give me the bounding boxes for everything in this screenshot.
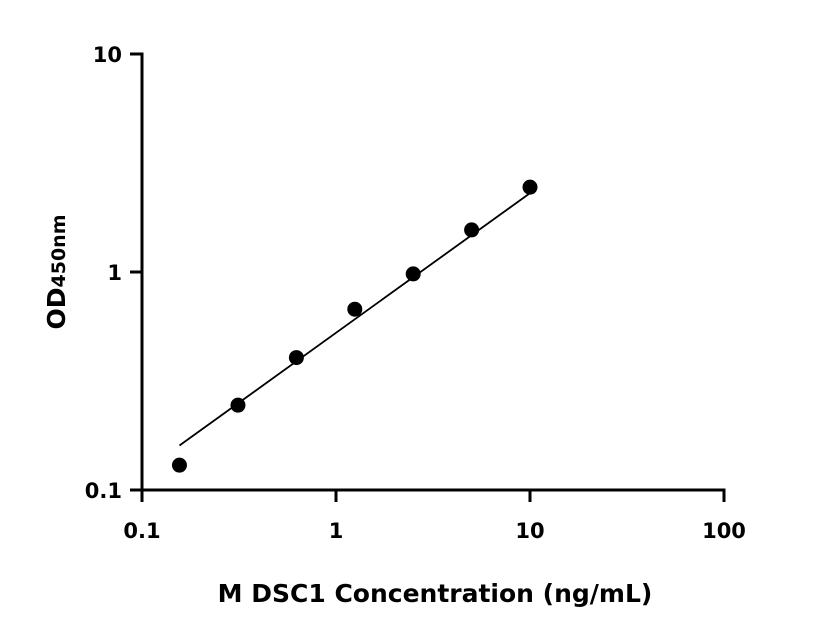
- y-tick-label: 0.1: [85, 479, 122, 503]
- x-tick-label: 1: [329, 519, 344, 543]
- axes-group: [140, 52, 726, 492]
- data-point: [171, 457, 187, 473]
- y-axis-title-group: OD450nm: [42, 214, 71, 329]
- y-axis-title: OD450nm: [42, 214, 71, 329]
- data-point: [347, 301, 363, 317]
- x-tick-label: 100: [702, 519, 746, 543]
- y-tick-label: 1: [107, 261, 122, 285]
- x-tick-label: 0.1: [123, 519, 160, 543]
- ticks-group: 0.1 1 10 100 0.1 1 10: [85, 43, 746, 543]
- data-point: [522, 179, 538, 195]
- y-axis-title-sub: 450nm: [48, 214, 70, 287]
- data-points-group: [171, 179, 538, 473]
- data-point: [288, 350, 304, 366]
- y-axis-title-main: OD: [42, 287, 71, 329]
- x-axis-title: M DSC1 Concentration (ng/mL): [218, 579, 653, 608]
- data-point: [405, 266, 421, 282]
- data-point: [464, 222, 480, 238]
- data-point: [230, 397, 246, 413]
- x-tick-label: 10: [515, 519, 544, 543]
- y-tick-label: 10: [93, 43, 122, 67]
